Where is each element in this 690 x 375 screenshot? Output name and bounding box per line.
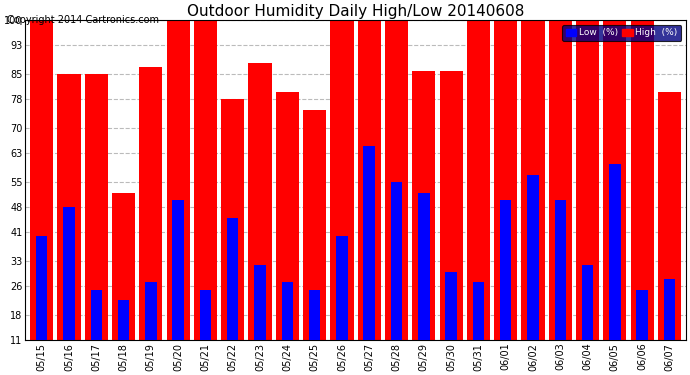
Bar xyxy=(609,164,620,375)
Bar xyxy=(636,290,648,375)
Bar xyxy=(418,193,430,375)
Title: Outdoor Humidity Daily High/Low 20140608: Outdoor Humidity Daily High/Low 20140608 xyxy=(187,4,524,19)
Bar xyxy=(221,99,244,375)
Bar xyxy=(467,20,490,375)
Bar xyxy=(500,200,511,375)
Bar xyxy=(473,282,484,375)
Bar xyxy=(36,236,48,375)
Bar xyxy=(30,20,53,375)
Bar xyxy=(494,20,518,375)
Bar xyxy=(172,200,184,375)
Bar xyxy=(664,279,676,375)
Bar xyxy=(582,264,593,375)
Bar xyxy=(331,20,353,375)
Bar xyxy=(364,146,375,375)
Bar xyxy=(391,182,402,375)
Bar xyxy=(658,92,681,375)
Bar xyxy=(227,218,239,375)
Bar xyxy=(336,236,348,375)
Bar xyxy=(555,200,566,375)
Bar xyxy=(112,193,135,375)
Bar xyxy=(282,282,293,375)
Bar xyxy=(549,20,572,375)
Bar xyxy=(57,74,81,375)
Bar xyxy=(139,67,162,375)
Bar xyxy=(248,63,272,375)
Bar xyxy=(576,20,599,375)
Text: Copyright 2014 Cartronics.com: Copyright 2014 Cartronics.com xyxy=(7,15,159,25)
Bar xyxy=(166,20,190,375)
Bar xyxy=(118,300,129,375)
Bar xyxy=(276,92,299,375)
Bar xyxy=(145,282,157,375)
Bar xyxy=(631,20,653,375)
Bar xyxy=(357,20,381,375)
Bar xyxy=(63,207,75,375)
Legend: Low  (%), High  (%): Low (%), High (%) xyxy=(562,25,681,41)
Bar xyxy=(522,20,544,375)
Bar xyxy=(527,175,539,375)
Bar xyxy=(199,290,211,375)
Bar xyxy=(412,70,435,375)
Bar xyxy=(90,290,102,375)
Bar xyxy=(440,70,463,375)
Bar xyxy=(445,272,457,375)
Bar xyxy=(603,20,627,375)
Bar xyxy=(303,110,326,375)
Bar xyxy=(194,20,217,375)
Bar xyxy=(385,20,408,375)
Bar xyxy=(255,264,266,375)
Bar xyxy=(309,290,320,375)
Bar xyxy=(85,74,108,375)
